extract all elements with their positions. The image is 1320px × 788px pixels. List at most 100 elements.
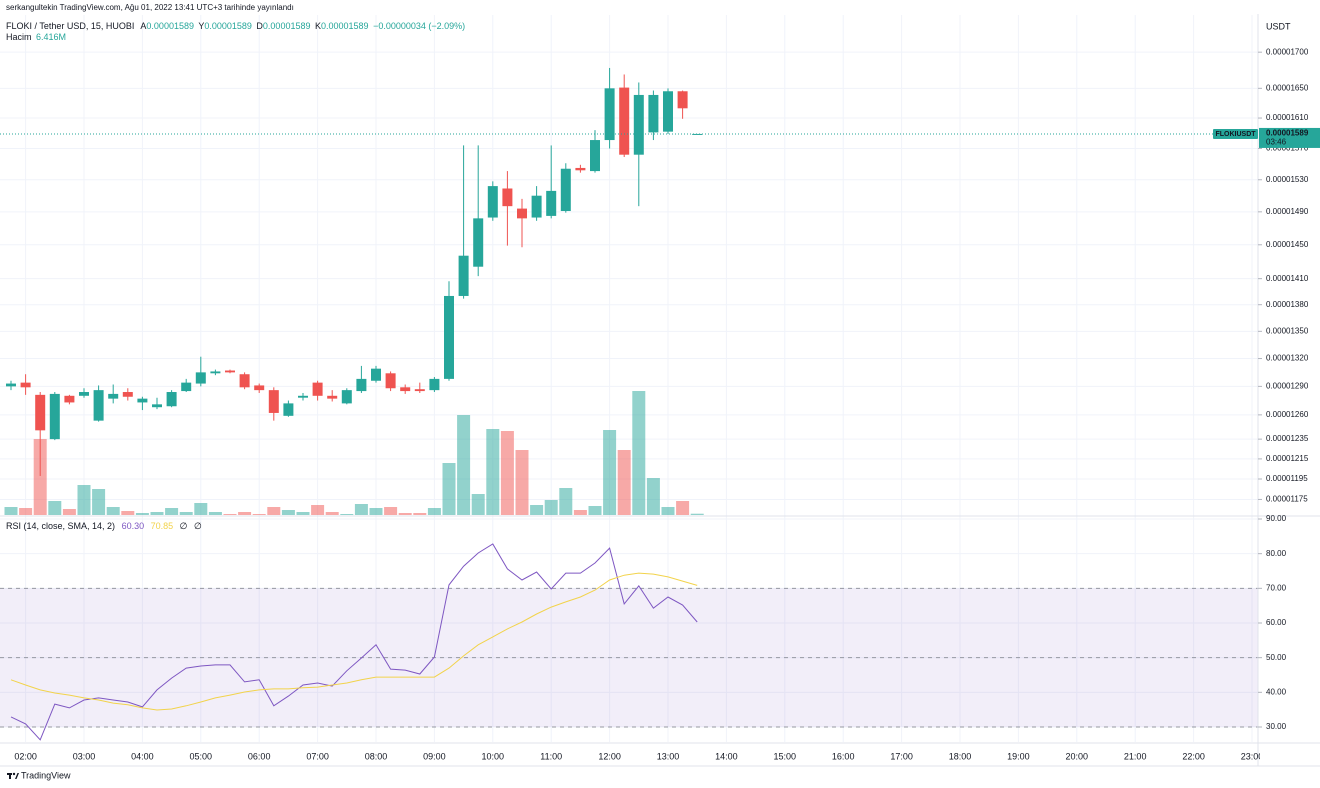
volume-bar <box>252 514 266 515</box>
x-tick-label: 12:00 <box>598 751 621 761</box>
candle-body <box>64 395 75 403</box>
y-tick-label: 0.00001700 <box>1266 47 1309 56</box>
candle-body <box>225 370 235 373</box>
plot-area <box>0 67 1258 741</box>
x-tick-label: 16:00 <box>832 751 855 761</box>
y-tick-label: 0.00001490 <box>1266 207 1309 216</box>
candle-body <box>604 88 615 141</box>
candle-body <box>93 390 104 421</box>
x-tick-label: 11:00 <box>540 751 562 761</box>
y-tick-label: 60.00 <box>1266 618 1287 627</box>
volume-bar <box>530 505 544 515</box>
candle-body <box>166 392 177 407</box>
countdown: 03:46 <box>1266 138 1287 147</box>
volume-bar <box>150 512 164 515</box>
y-tick-label: 50.00 <box>1266 653 1287 662</box>
candle-body <box>502 188 513 207</box>
rsi-legend: RSI (14, close, SMA, 14, 2) 60.30 70.85 … <box>6 521 202 531</box>
price-tag-label: 0.00001589 <box>1266 129 1309 138</box>
candle-body <box>181 382 192 392</box>
candle-body <box>283 403 294 416</box>
candle-body <box>648 94 659 133</box>
axis-unit: USDT <box>1266 21 1291 31</box>
y-tick-label: 0.00001175 <box>1266 495 1308 504</box>
x-tick-label: 17:00 <box>890 751 913 761</box>
y-tick-label: 0.00001290 <box>1266 381 1309 390</box>
rsi-line <box>10 543 698 741</box>
y-tick-label: 0.00001610 <box>1266 113 1309 122</box>
volume-bar <box>457 415 471 515</box>
ohlc-value: 0.00001589 <box>321 21 369 31</box>
y-tick-label: 0.00001410 <box>1266 274 1309 283</box>
y-tick-label: 0.00001260 <box>1266 410 1309 419</box>
candle-body <box>663 91 673 132</box>
rsi-sma-value: 70.85 <box>151 521 174 531</box>
volume-bar <box>471 494 485 515</box>
volume-bar <box>281 510 295 515</box>
candle-body <box>575 167 586 171</box>
candle-body <box>6 383 16 387</box>
x-tick-label: 19:00 <box>1007 751 1030 761</box>
symbol-title: FLOKI / Tether USD, 15, HUOBI <box>6 21 134 31</box>
volume-bar <box>617 450 631 515</box>
volume-bar <box>515 450 529 515</box>
legend: FLOKI / Tether USD, 15, HUOBI A0.0000158… <box>6 21 465 31</box>
footer-logo <box>7 772 19 779</box>
y-tick-label: 0.00001350 <box>1266 326 1309 335</box>
candle-body <box>633 94 644 155</box>
x-tick-label: 15:00 <box>774 751 797 761</box>
volume-bar <box>267 507 281 515</box>
x-tick-label: 22:00 <box>1182 751 1205 761</box>
y-tick-label: 0.00001380 <box>1266 300 1309 309</box>
candle-body <box>619 87 630 155</box>
price-tag <box>1259 127 1320 148</box>
x-tick-label: 09:00 <box>423 751 446 761</box>
candle-body <box>458 255 469 296</box>
change: −0.00000034 (−2.09%) <box>373 21 465 31</box>
volume-value: 6.416M <box>36 32 66 42</box>
volume-bar <box>442 463 456 515</box>
x-tick-label: 07:00 <box>306 751 329 761</box>
y-tick-label: 0.00001320 <box>1266 354 1309 363</box>
candle-body <box>429 378 440 391</box>
candle-body <box>385 373 396 389</box>
volume-bar <box>4 507 18 515</box>
volume-bar <box>676 501 690 515</box>
candle-body <box>444 295 454 379</box>
candle-body <box>210 371 221 374</box>
candle-body <box>137 398 148 403</box>
volume-bar <box>33 439 47 515</box>
volume-bar <box>369 508 383 515</box>
y-tick-label: 40.00 <box>1266 687 1287 696</box>
volume-bar <box>165 508 179 515</box>
candle-body <box>312 382 323 396</box>
candle-body <box>239 374 250 388</box>
volume-bar <box>92 489 106 515</box>
candle-body <box>414 389 425 392</box>
y-tick-label: 0.00001235 <box>1266 434 1309 443</box>
rsi-bb-value: ∅ <box>180 521 188 531</box>
candle-body <box>152 404 162 408</box>
candle-body <box>268 390 279 413</box>
logo-part <box>12 772 16 776</box>
volume-bar <box>325 512 339 515</box>
candle-body <box>108 393 119 399</box>
ohlc-label: K <box>315 21 321 31</box>
volume-bar <box>384 507 398 515</box>
y-tick-label: 0.00001650 <box>1266 83 1309 92</box>
x-tick-label: 23:00 <box>1241 751 1264 761</box>
volume-bar <box>398 513 412 515</box>
x-tick-label: 10:00 <box>482 751 505 761</box>
candle-body <box>298 395 308 398</box>
volume-bar <box>135 513 149 515</box>
volume-bar <box>486 429 500 515</box>
y-tick-label: 0.00001215 <box>1266 454 1309 463</box>
y-tick-label: 0.00001450 <box>1266 240 1309 249</box>
candle-body <box>195 372 206 384</box>
x-tick-label: 03:00 <box>73 751 96 761</box>
candle-body <box>400 387 411 392</box>
volume-bar <box>194 503 208 515</box>
